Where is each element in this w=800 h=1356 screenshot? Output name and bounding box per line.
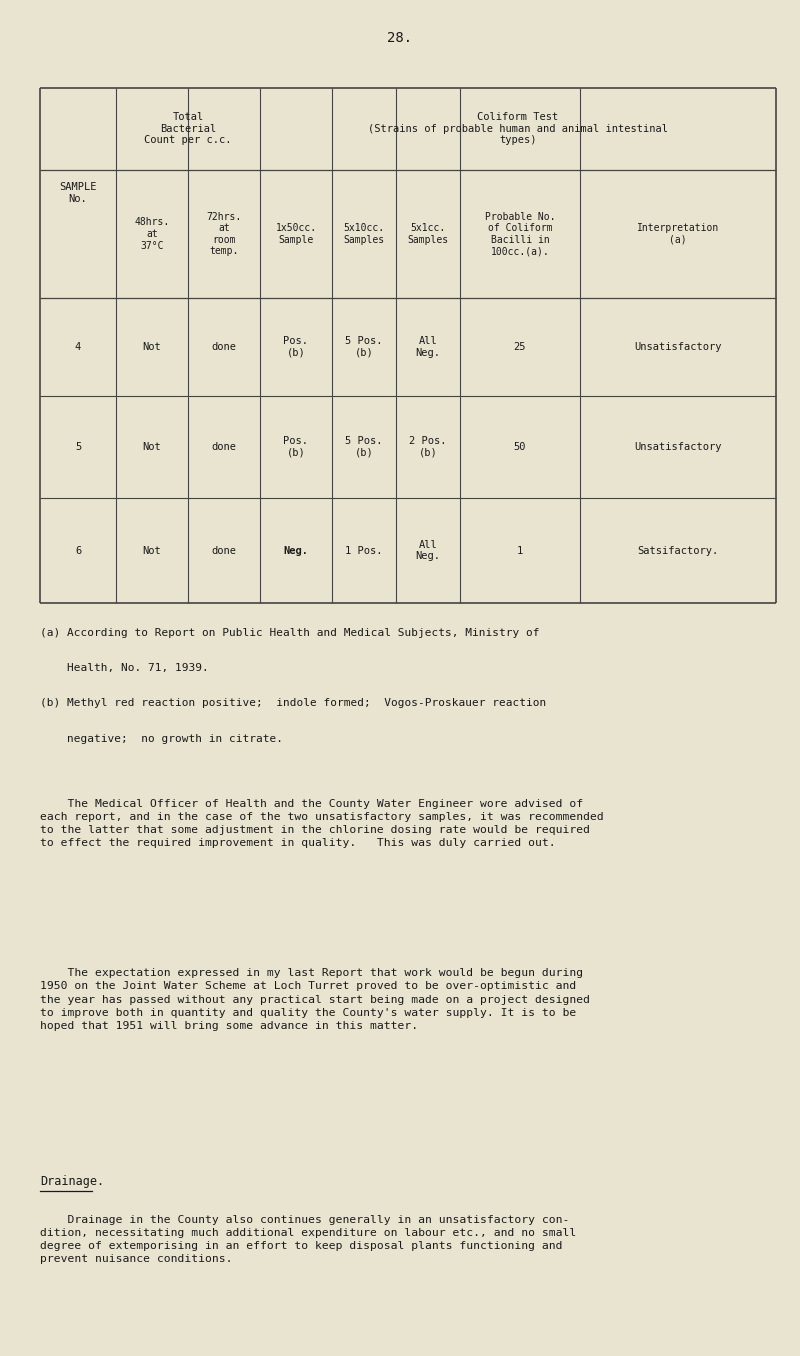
Text: 25: 25 [514,342,526,353]
Text: 6: 6 [75,545,81,556]
Text: done: done [211,545,237,556]
Text: Not: Not [142,442,162,452]
Text: Neg.: Neg. [283,545,309,556]
Text: 50: 50 [514,442,526,452]
Text: Interpretation
(a): Interpretation (a) [637,224,719,244]
Text: Pos.
(b): Pos. (b) [283,437,309,457]
Text: SAMPLE
No.: SAMPLE No. [59,183,97,203]
Text: 5 Pos.
(b): 5 Pos. (b) [346,437,382,457]
Text: 5x1cc.
Samples: 5x1cc. Samples [407,224,449,244]
Text: 1x50cc.
Sample: 1x50cc. Sample [275,224,317,244]
Text: The Medical Officer of Health and the County Water Engineer wore advised of
each: The Medical Officer of Health and the Co… [40,799,604,848]
Text: Not: Not [142,342,162,353]
Text: 72hrs.
at
room
temp.: 72hrs. at room temp. [206,212,242,256]
Text: negative;  no growth in citrate.: negative; no growth in citrate. [40,734,283,743]
Text: done: done [211,342,237,353]
Text: Drainage.: Drainage. [40,1174,104,1188]
Text: (b) Methyl red reaction positive;  indole formed;  Vogos-Proskauer reaction: (b) Methyl red reaction positive; indole… [40,698,546,708]
Text: Health, No. 71, 1939.: Health, No. 71, 1939. [40,663,209,673]
Text: 4: 4 [75,342,81,353]
Text: All
Neg.: All Neg. [415,540,441,561]
Text: 2 Pos.
(b): 2 Pos. (b) [410,437,446,457]
Text: Coliform Test
(Strains of probable human and animal intestinal
types): Coliform Test (Strains of probable human… [368,113,668,145]
Text: Drainage in the County also continues generally in an unsatisfactory con-
dition: Drainage in the County also continues ge… [40,1215,576,1264]
Text: All
Neg.: All Neg. [415,336,441,358]
Text: 1 Pos.: 1 Pos. [346,545,382,556]
Text: 28.: 28. [387,31,413,45]
Text: 5x10cc.
Samples: 5x10cc. Samples [343,224,385,244]
Text: Satsifactory.: Satsifactory. [638,545,718,556]
Text: 5: 5 [75,442,81,452]
Text: done: done [211,442,237,452]
Text: The expectation expressed in my last Report that work would be begun during
1950: The expectation expressed in my last Rep… [40,968,590,1031]
Text: 5 Pos.
(b): 5 Pos. (b) [346,336,382,358]
Text: Probable No.
of Coliform
Bacilli in
100cc.(a).: Probable No. of Coliform Bacilli in 100c… [485,212,555,256]
Text: 1: 1 [517,545,523,556]
Text: Total
Bacterial
Count per c.c.: Total Bacterial Count per c.c. [144,113,232,145]
Text: Unsatisfactory: Unsatisfactory [634,442,722,452]
Text: Unsatisfactory: Unsatisfactory [634,342,722,353]
Text: Pos.
(b): Pos. (b) [283,336,309,358]
Text: 48hrs.
at
37°C: 48hrs. at 37°C [134,217,170,251]
Text: Not: Not [142,545,162,556]
Text: (a) According to Report on Public Health and Medical Subjects, Ministry of: (a) According to Report on Public Health… [40,628,539,637]
